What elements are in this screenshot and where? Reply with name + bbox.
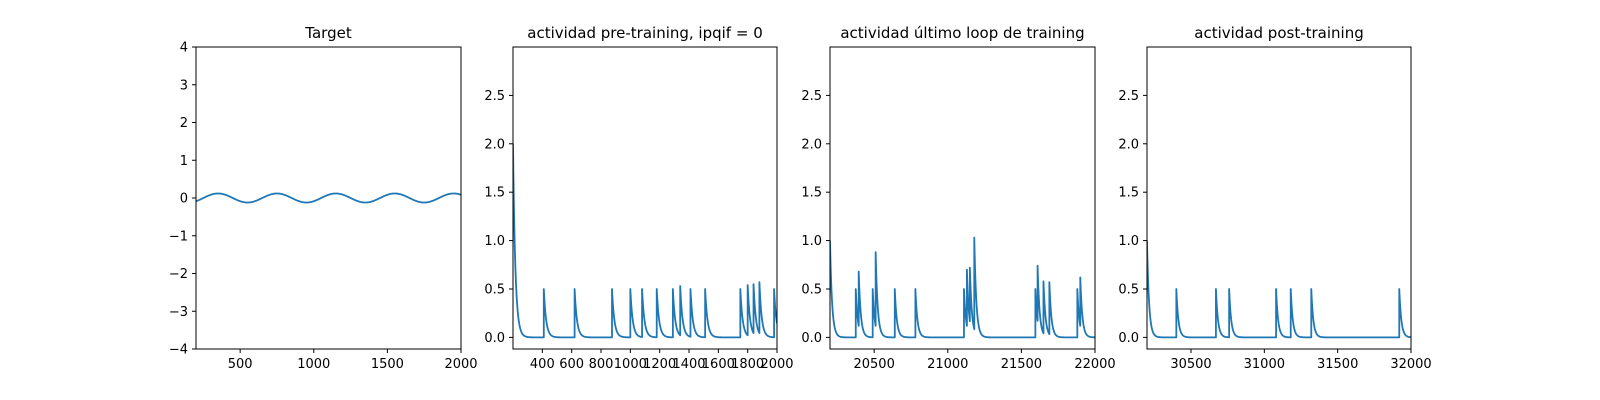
data-series-line [513,143,777,339]
x-tick-label: 500 [228,357,253,372]
x-tick-label: 32000 [1390,357,1431,372]
subplot-title: Target [304,24,352,42]
x-tick-label: 2000 [444,357,477,372]
data-series-line [1147,240,1411,339]
x-tick-label: 1800 [731,357,764,372]
subplot-1: Target 500 1000 1500 2000 −4 −3 −2 −1 0 1 2 3 4 [169,24,478,372]
x-tick-label: 600 [559,357,584,372]
y-tick-label: 0.0 [484,331,505,346]
y-tick-label: 0.5 [801,282,822,297]
y-tick-label: 2.0 [1118,137,1139,152]
subplot-title: actividad pre-training, ipqif = 0 [527,24,763,42]
y-tick-label: 1.0 [1118,234,1139,249]
y-tick-label: 3 [180,78,188,93]
axes-frame [195,46,462,350]
y-tick-label: 0.5 [1118,282,1139,297]
y-tick-label: 2.5 [484,89,505,104]
y-tick-label: 1.0 [801,234,822,249]
axes-frame [512,46,778,350]
x-tick-label: 1200 [643,357,676,372]
x-tick-label: 21500 [1001,357,1042,372]
y-tick-label: 1 [180,154,188,169]
x-tick-label: 31000 [1244,357,1285,372]
x-tick-label: 1000 [297,357,330,372]
y-tick-label: 2.0 [484,137,505,152]
x-tick-label: 30500 [1170,357,1211,372]
subplot-2: actividad pre-training, ipqif = 0 400 600 8… [484,24,793,372]
y-tick-label: −4 [169,343,188,358]
y-tick-label: −2 [169,267,188,282]
subplot-4: actividad post-training 30500 31000 31500 32… [1118,24,1431,372]
axes-frame [1146,46,1412,350]
x-tick-label: 1400 [672,357,705,372]
data-series-line [196,192,461,204]
y-tick-label: 1.5 [1118,186,1139,201]
x-tick-label: 21000 [927,357,968,372]
y-tick-label: 0 [180,192,188,207]
y-tick-label: 1.5 [484,186,505,201]
x-tick-label: 22000 [1074,357,1115,372]
x-tick-label: 31500 [1317,357,1358,372]
y-tick-label: 0.0 [1118,331,1139,346]
y-tick-label: −3 [169,305,188,320]
subplot-3: actividad último loop de training 20500 21… [801,24,1115,372]
x-tick-label: 20500 [853,357,894,372]
y-tick-label: 4 [180,41,188,56]
x-tick-label: 800 [589,357,614,372]
y-tick-label: 0.5 [484,282,505,297]
y-tick-label: 0.0 [801,331,822,346]
x-tick-label: 2000 [760,357,793,372]
y-tick-label: 2.5 [1118,89,1139,104]
x-tick-label: 1500 [371,357,404,372]
y-tick-label: −1 [169,229,188,244]
subplot-title: actividad post-training [1194,24,1363,42]
y-tick-label: 2.0 [801,137,822,152]
data-series-line [830,236,1095,339]
axes-frame [829,46,1096,350]
x-tick-label: 1000 [614,357,647,372]
y-tick-label: 1.0 [484,234,505,249]
y-tick-label: 2.5 [801,89,822,104]
subplot-title: actividad último loop de training [840,24,1084,42]
y-tick-label: 1.5 [801,186,822,201]
y-tick-label: 2 [180,116,188,131]
x-tick-label: 400 [530,357,555,372]
x-tick-label: 1600 [702,357,735,372]
